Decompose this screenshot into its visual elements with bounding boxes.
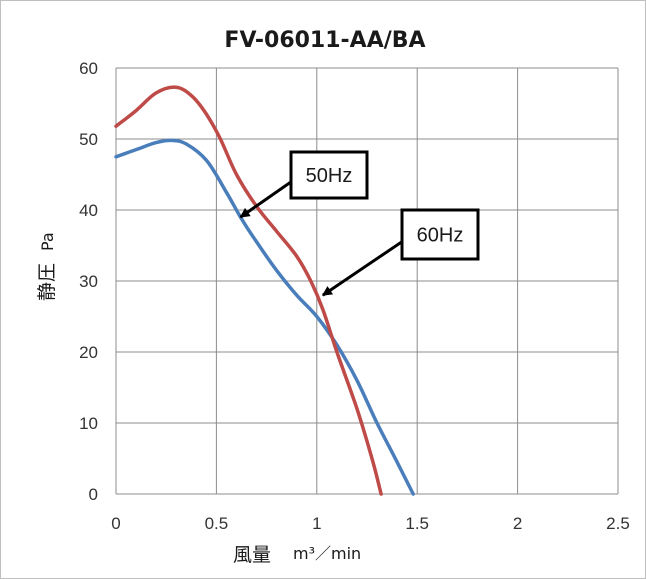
- x-axis-unit: m³／min: [293, 544, 361, 563]
- callout-box: [289, 150, 369, 200]
- x-tick-label: 1: [312, 514, 321, 533]
- x-tick-label: 2: [513, 514, 522, 533]
- callout-label: 60Hz: [417, 225, 464, 247]
- y-tick-labels: 0 10 20 30 40 50 60: [79, 59, 98, 504]
- series-line-50hz: [114, 138, 415, 496]
- x-tick-label: 0.5: [205, 514, 229, 533]
- x-tick-label: 2.5: [606, 514, 630, 533]
- y-tick-label: 30: [79, 272, 98, 291]
- y-tick-label: 10: [79, 414, 98, 433]
- series-line-60hz: [114, 85, 383, 496]
- gridlines: [115, 67, 619, 495]
- series-lines: [114, 85, 415, 496]
- annotations: 50Hz 60Hz: [239, 150, 480, 297]
- chart-title: FV-06011-AA/BA: [224, 28, 425, 53]
- y-axis-title: 静圧 Pa: [36, 232, 58, 301]
- x-tick-label: 1.5: [405, 514, 429, 533]
- callout-label: 50Hz: [306, 165, 353, 187]
- y-axis-unit: Pa: [38, 232, 57, 251]
- y-tick-label: 50: [79, 130, 98, 149]
- callout-60hz: 60Hz: [321, 208, 480, 297]
- x-axis-title: 風量 m³／min: [233, 544, 361, 566]
- y-tick-label: 20: [79, 343, 98, 362]
- y-tick-label: 40: [79, 201, 98, 220]
- y-tick-label: 60: [79, 59, 98, 78]
- callout-arrow: [239, 179, 294, 219]
- x-tick-labels: 0 0.5 1 1.5 2 2.5: [111, 514, 630, 533]
- x-tick-label: 0: [111, 514, 120, 533]
- y-axis-label: 静圧: [36, 263, 58, 301]
- callout-arrow: [321, 239, 405, 297]
- callout-box: [400, 208, 480, 261]
- x-axis-label: 風量: [233, 544, 271, 566]
- y-tick-label: 0: [89, 485, 98, 504]
- callout-50hz: 50Hz: [239, 150, 369, 219]
